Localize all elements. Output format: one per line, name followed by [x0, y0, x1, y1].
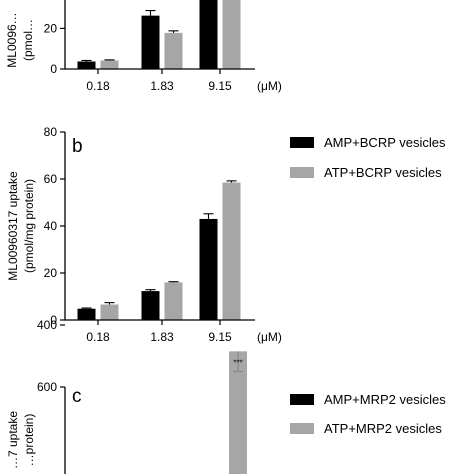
- ytick-label-b-20: 20: [44, 266, 58, 280]
- panel-a-x-unit: (μM): [257, 79, 282, 93]
- bar-b-s0-1: [141, 291, 160, 320]
- panel-b-ylabel-2: (pmol/mg protein): [22, 179, 36, 273]
- bar-b-s0-0: [77, 308, 96, 320]
- panel-b-x-ticks: 0.18 1.83 9.15: [86, 320, 232, 344]
- panel-b-letter: b: [72, 136, 83, 157]
- panel-a-y-ticks: 0 20: [44, 21, 65, 76]
- panel-c-letter: c: [72, 386, 82, 407]
- panel-a-bars: [77, 0, 241, 69]
- ytick-label-a-20: 20: [44, 21, 58, 35]
- xtick-label-a-1: 1.83: [150, 79, 174, 93]
- xtick-label-a-0: 0.18: [86, 79, 110, 93]
- xtick-label-b-1: 1.83: [150, 330, 174, 344]
- panel-b: b ML00960317 uptake (pmol/mg protein) 0 2…: [6, 125, 446, 344]
- panel-b-ylabel-1: ML00960317 uptake: [6, 171, 20, 281]
- xtick-label-b-0: 0.18: [86, 330, 110, 344]
- bar-a-s1-1: [164, 32, 183, 69]
- panel-c-y-ticks: 400 600: [37, 318, 65, 394]
- panel-b-y-ticks: 0 20 40 60 80: [44, 125, 65, 327]
- xtick-label-a-2: 9.15: [208, 79, 232, 93]
- ytick-label-b-80: 80: [44, 125, 58, 139]
- legend-b-label-amp: AMP+BCRP vesicles: [324, 135, 446, 150]
- legend-b-label-atp: ATP+BCRP vesicles: [324, 165, 442, 180]
- legend-c-label-atp: ATP+MRP2 vesicles: [324, 421, 442, 436]
- bar-b-s1-1: [164, 282, 183, 320]
- xtick-label-b-2: 9.15: [208, 330, 232, 344]
- ytick-label-c-600: 600: [37, 380, 57, 394]
- bar-b-s1-0: [100, 304, 119, 320]
- panel-c-ylabel-2: …protein): [22, 414, 36, 467]
- ytick-label-b-60: 60: [44, 172, 58, 186]
- panel-c-ylabel-1: …7 uptake: [6, 411, 20, 469]
- bar-a-s0-1: [141, 15, 160, 69]
- panel-a: ML0096… (pmol… 0 20 0.18 1.83 9.15 (μM): [5, 0, 282, 93]
- bar-b-s0-2: [199, 218, 218, 320]
- ytick-label-b-0: 0: [50, 313, 57, 327]
- panel-c-legend: AMP+MRP2 vesicles ATP+MRP2 vesicles: [290, 392, 446, 436]
- panel-a-ylabel-1: ML0096…: [5, 12, 19, 67]
- legend-c-swatch-amp: [290, 394, 314, 405]
- panel-c: c …7 uptake …protein) *** 400 600 AMP+MRP…: [6, 318, 446, 474]
- panel-b-legend: AMP+BCRP vesicles ATP+BCRP vesicles: [290, 135, 446, 180]
- panel-b-bars: [77, 180, 241, 320]
- panel-a-x-ticks: 0.18 1.83 9.15: [86, 69, 232, 93]
- bar-a-s0-2: [199, 0, 218, 69]
- ytick-label-b-40: 40: [44, 219, 58, 233]
- bar-b-s1-2: [222, 182, 241, 320]
- legend-c-label-amp: AMP+MRP2 vesicles: [324, 392, 446, 407]
- legend-c-swatch-atp: [290, 423, 314, 434]
- bar-c-s1-2: [229, 351, 247, 474]
- panel-c-bars: ***: [229, 351, 247, 474]
- bar-a-s0-0: [77, 61, 96, 69]
- bar-a-s1-2: [222, 0, 241, 69]
- panel-a-ylabel-2: (pmol…: [21, 19, 35, 61]
- bar-a-s1-0: [100, 60, 119, 69]
- legend-b-swatch-amp: [290, 137, 314, 148]
- significance-c-s1-2: ***: [233, 359, 242, 368]
- legend-b-swatch-atp: [290, 167, 314, 178]
- ytick-label-c-400: 400: [37, 318, 57, 332]
- panel-b-x-unit: (μM): [257, 330, 282, 344]
- ytick-label-a-0: 0: [50, 62, 57, 76]
